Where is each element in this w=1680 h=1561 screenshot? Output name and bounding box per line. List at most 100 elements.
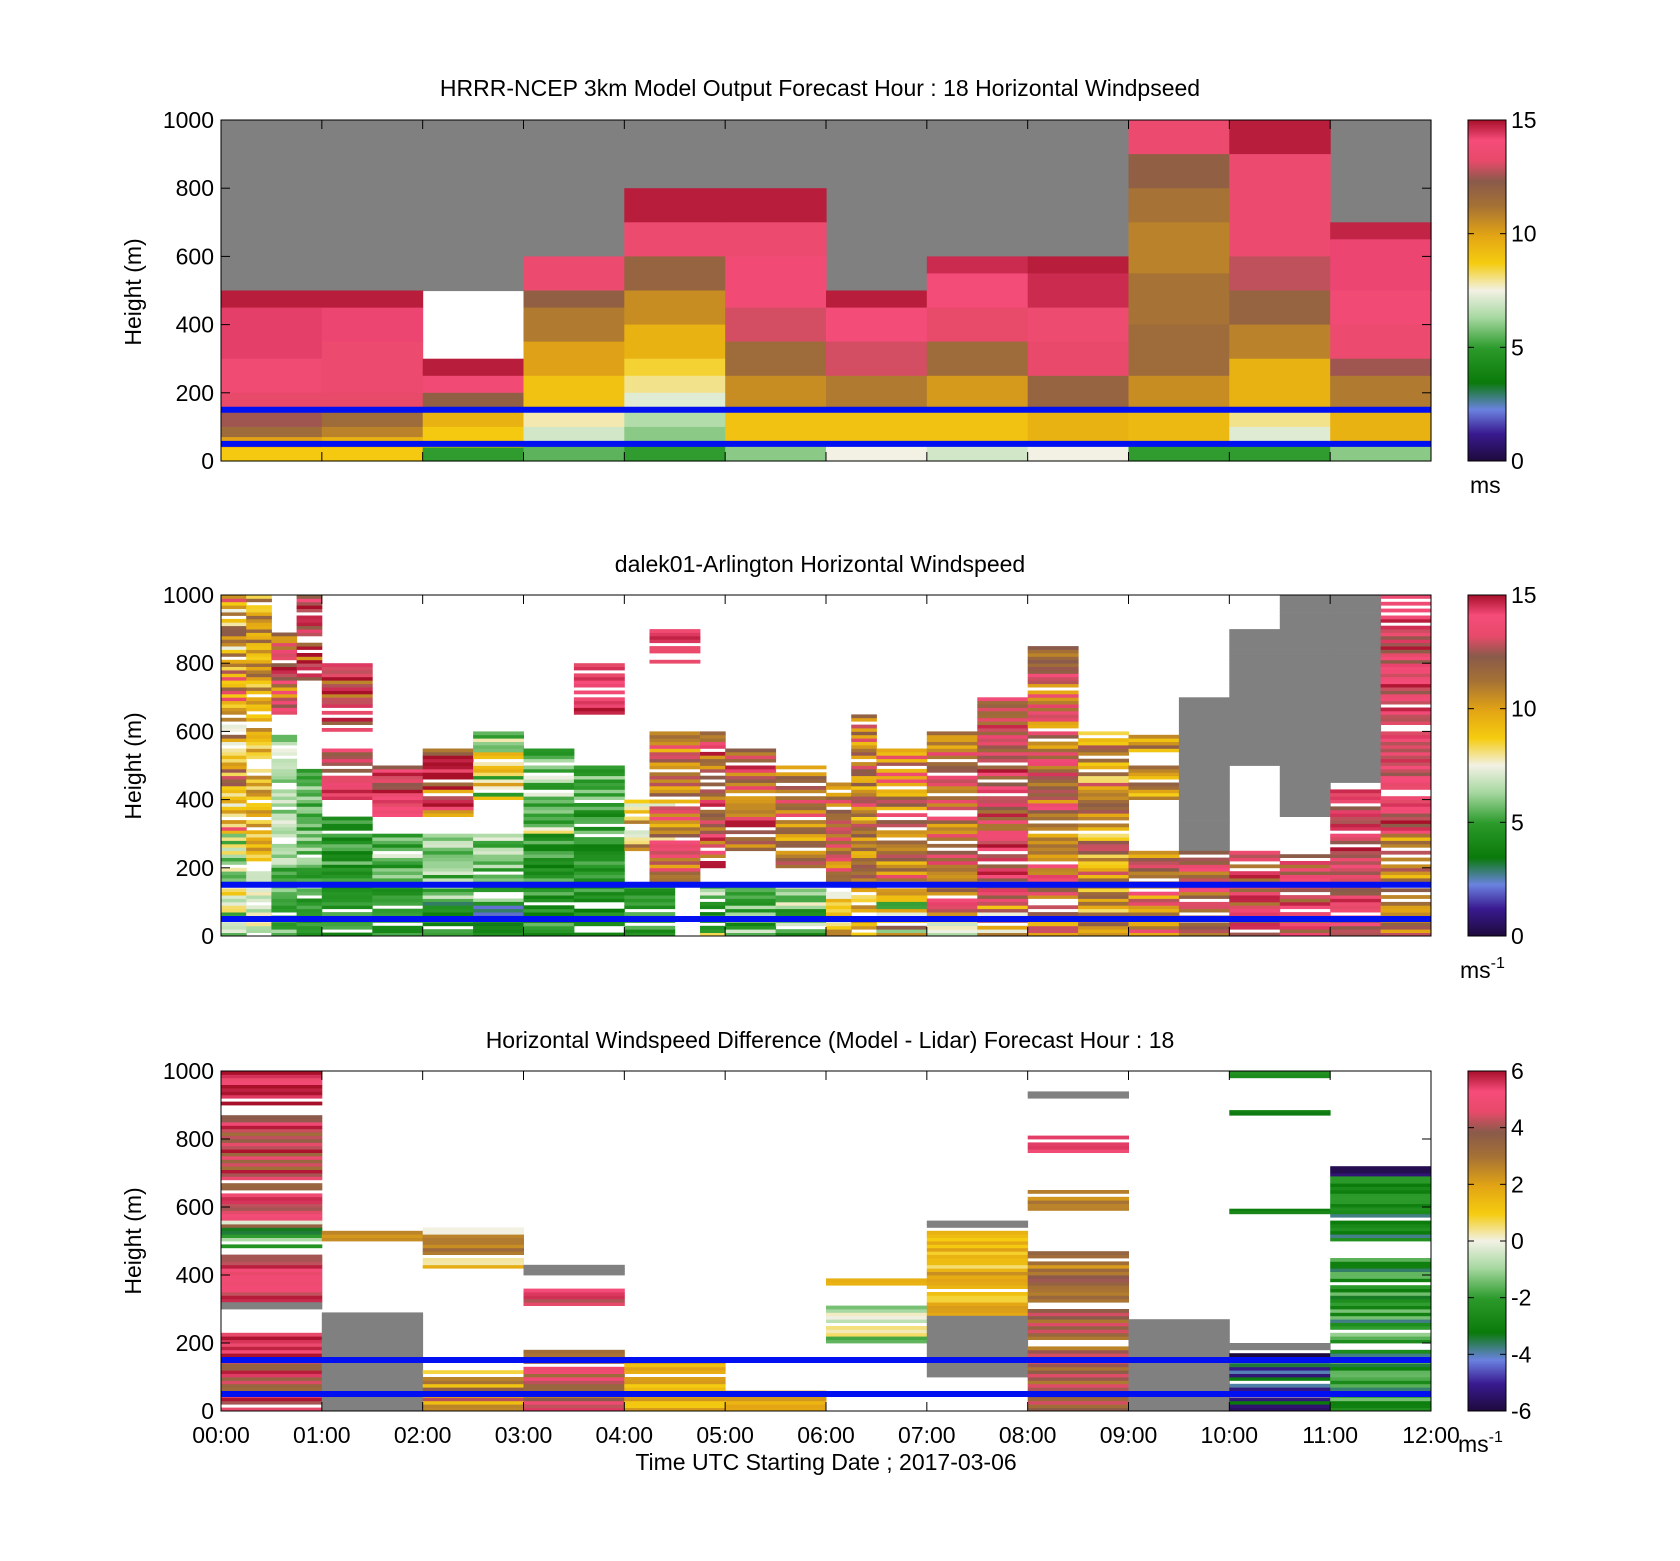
data-stripe [1229, 629, 1281, 633]
data-stripe [1128, 1326, 1230, 1330]
data-stripe [296, 891, 323, 896]
data-stripe [1380, 690, 1432, 695]
data-stripe [826, 850, 852, 855]
x-tick-label: 10:00 [1201, 1422, 1259, 1448]
data-stripe [1229, 1074, 1331, 1079]
data-stripe [826, 878, 852, 882]
data-stripe [649, 639, 701, 644]
data-stripe [422, 1230, 524, 1235]
data-stripe [221, 786, 247, 790]
data-stripe [221, 1336, 323, 1340]
data-stripe [523, 1268, 625, 1272]
data-stripe [221, 1166, 323, 1170]
colorbar-unit-superscript: -1 [1491, 955, 1505, 972]
data-stripe [473, 901, 524, 906]
data-stripe [725, 823, 777, 828]
data-stripe [775, 912, 827, 916]
data-stripe [1128, 1387, 1230, 1391]
data-stripe [1279, 745, 1331, 749]
colorbar-tick-label: -4 [1511, 1341, 1532, 1367]
data-stripe [1078, 826, 1129, 831]
data-stripe [271, 861, 298, 865]
data-stripe [221, 1084, 323, 1089]
data-stripe [1128, 912, 1180, 916]
data-stripe [876, 772, 928, 777]
data-stripe [372, 857, 424, 862]
data-stripe [573, 908, 625, 913]
data-stripe [246, 843, 272, 848]
data-stripe [422, 1258, 524, 1262]
data-stripe [876, 912, 928, 916]
data-stripe [221, 618, 247, 623]
data-stripe [1027, 1363, 1129, 1368]
data-stripe [1027, 1322, 1129, 1327]
data-stripe [321, 857, 373, 862]
data-stripe [1380, 639, 1432, 644]
data-stripe [1229, 891, 1281, 896]
data-stripe [926, 1271, 1029, 1276]
data-stripe [1027, 840, 1079, 845]
data-stripe [1380, 683, 1432, 688]
data-stripe [1027, 782, 1079, 787]
data-stripe [700, 762, 726, 766]
data-stripe [926, 1261, 1029, 1266]
data-stripe [372, 840, 424, 845]
data-stripe [372, 782, 424, 787]
data-stripe [296, 615, 323, 620]
data-stripe [1178, 826, 1230, 831]
data-stripe [246, 833, 272, 838]
data-cell [1229, 443, 1331, 462]
data-stripe [775, 850, 827, 855]
data-stripe [1078, 775, 1129, 780]
data-stripe [573, 673, 625, 678]
data-stripe [1330, 878, 1382, 882]
data-stripe [1178, 905, 1230, 910]
data-stripe [926, 1336, 1029, 1340]
data-stripe [573, 683, 625, 688]
data-stripe [1380, 837, 1432, 841]
data-stripe [1078, 806, 1129, 811]
data-stripe [700, 809, 726, 814]
data-stripe [977, 728, 1029, 732]
data-stripe [1380, 663, 1432, 667]
data-stripe [422, 847, 474, 852]
data-stripe [246, 683, 272, 688]
data-stripe [271, 925, 298, 930]
data-stripe [1279, 693, 1331, 698]
data-stripe [473, 837, 524, 841]
data-stripe [573, 796, 625, 800]
data-stripe [926, 850, 978, 855]
data-stripe [422, 850, 474, 855]
data-stripe [221, 908, 247, 913]
data-stripe [1380, 932, 1432, 937]
data-stripe [926, 1349, 1029, 1354]
data-stripe [321, 1234, 424, 1238]
data-stripe [1128, 748, 1180, 753]
data-stripe [296, 605, 323, 609]
data-stripe [1229, 659, 1281, 664]
data-stripe [1027, 745, 1079, 749]
data-stripe [221, 605, 247, 609]
data-stripe [1027, 1366, 1129, 1371]
data-stripe [1027, 700, 1079, 705]
data-stripe [1078, 731, 1129, 736]
data-stripe [221, 758, 247, 763]
data-stripe [321, 1312, 424, 1317]
data-stripe [1229, 745, 1281, 749]
data-stripe [725, 796, 777, 800]
x-tick-label: 05:00 [696, 1422, 754, 1448]
data-stripe [851, 796, 877, 800]
data-stripe [926, 1309, 1029, 1313]
data-stripe [271, 748, 298, 753]
data-stripe [1078, 857, 1129, 862]
data-stripe [851, 741, 877, 746]
data-stripe [221, 676, 247, 681]
data-stripe [1128, 929, 1180, 933]
data-stripe [1380, 625, 1432, 630]
data-stripe [372, 895, 424, 899]
data-stripe [1279, 673, 1331, 678]
data-stripe [1178, 779, 1230, 783]
data-stripe [1330, 738, 1382, 742]
data-stripe [246, 697, 272, 702]
data-stripe [624, 901, 676, 906]
